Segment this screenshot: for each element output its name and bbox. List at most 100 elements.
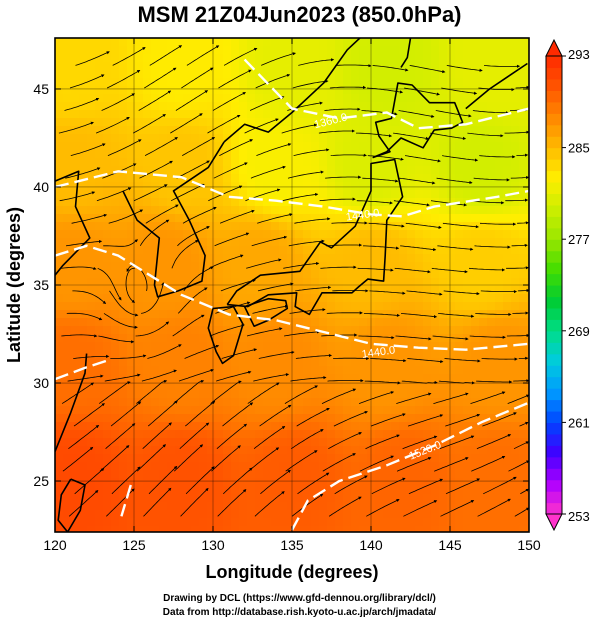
temperature-cell	[319, 342, 328, 351]
temperature-cell	[327, 246, 336, 255]
temperature-cell	[255, 350, 264, 359]
temperature-cell	[511, 94, 520, 103]
temperature-cell	[375, 78, 384, 87]
temperature-cell	[471, 430, 480, 439]
temperature-cell	[119, 494, 128, 503]
temperature-cell	[55, 126, 64, 135]
temperature-cell	[439, 110, 448, 119]
temperature-cell	[319, 430, 328, 439]
temperature-cell	[87, 510, 96, 519]
temperature-cell	[295, 302, 304, 311]
temperature-cell	[271, 54, 280, 63]
temperature-cell	[343, 502, 352, 511]
streamline	[408, 478, 444, 495]
temperature-cell	[455, 350, 464, 359]
temperature-cell	[135, 198, 144, 207]
temperature-cell	[135, 318, 144, 327]
temperature-cell	[111, 406, 120, 415]
temperature-cell	[415, 446, 424, 455]
temperature-cell	[151, 70, 160, 79]
temperature-cell	[239, 158, 248, 167]
temperature-cell	[359, 190, 368, 199]
temperature-cell	[527, 110, 529, 119]
temperature-cell	[415, 366, 424, 375]
temperature-cell	[495, 502, 504, 511]
temperature-cell	[103, 334, 112, 343]
temperature-cell	[207, 454, 216, 463]
temperature-cell	[431, 78, 440, 87]
temperature-cell	[111, 374, 120, 383]
temperature-cell	[327, 198, 336, 207]
temperature-cell	[311, 406, 320, 415]
temperature-cell	[127, 270, 136, 279]
temperature-cell	[423, 214, 432, 223]
temperature-cell	[351, 406, 360, 415]
temperature-cell	[359, 414, 368, 423]
temperature-cell	[199, 230, 208, 239]
temperature-cell	[439, 422, 448, 431]
temperature-cell	[247, 398, 256, 407]
temperature-cell	[215, 518, 224, 527]
temperature-cell	[55, 414, 64, 423]
temperature-cell	[359, 350, 368, 359]
temperature-cell	[479, 286, 488, 295]
temperature-cell	[511, 478, 520, 487]
temperature-cell	[311, 102, 320, 111]
streamline	[483, 64, 521, 68]
temperature-cell	[423, 334, 432, 343]
temperature-cell	[231, 78, 240, 87]
temperature-cell	[247, 230, 256, 239]
temperature-cell	[271, 478, 280, 487]
temperature-cell	[407, 246, 416, 255]
temperature-cell	[151, 214, 160, 223]
temperature-cell	[423, 398, 432, 407]
temperature-cell	[439, 126, 448, 135]
temperature-cell	[127, 198, 136, 207]
temperature-cell	[135, 326, 144, 335]
temperature-cell	[151, 518, 160, 527]
x-tick-label: 130	[201, 537, 225, 553]
temperature-cell	[223, 190, 232, 199]
temperature-cell	[223, 446, 232, 455]
temperature-cell	[487, 222, 496, 231]
temperature-cell	[215, 366, 224, 375]
temperature-cell	[135, 486, 144, 495]
temperature-cell	[343, 358, 352, 367]
temperature-cell	[159, 494, 168, 503]
temperature-cell	[231, 38, 240, 47]
temperature-cell	[295, 62, 304, 71]
temperature-cell	[335, 222, 344, 231]
temperature-cell	[399, 462, 408, 471]
temperature-cell	[127, 54, 136, 63]
temperature-cell	[183, 462, 192, 471]
temperature-cell	[151, 470, 160, 479]
temperature-cell	[103, 174, 112, 183]
temperature-cell	[359, 486, 368, 495]
temperature-cell	[143, 446, 152, 455]
temperature-cell	[447, 222, 456, 231]
temperature-cell	[439, 406, 448, 415]
temperature-cell	[487, 102, 496, 111]
temperature-cell	[431, 278, 440, 287]
temperature-cell	[359, 326, 368, 335]
streamline	[402, 435, 438, 450]
temperature-cell	[423, 174, 432, 183]
temperature-cell	[127, 166, 136, 175]
temperature-cell	[199, 78, 208, 87]
temperature-cell	[391, 318, 400, 327]
temperature-cell	[463, 438, 472, 447]
temperature-cell	[127, 254, 136, 263]
temperature-cell	[495, 174, 504, 183]
temperature-cell	[119, 326, 128, 335]
temperature-cell	[159, 502, 168, 511]
temperature-cell	[71, 278, 80, 287]
temperature-cell	[455, 150, 464, 159]
temperature-cell	[175, 422, 184, 431]
temperature-cell	[135, 270, 144, 279]
temperature-cell	[383, 142, 392, 151]
temperature-cell	[55, 142, 64, 151]
temperature-cell	[263, 166, 272, 175]
temperature-cell	[311, 438, 320, 447]
temperature-cell	[455, 246, 464, 255]
temperature-cell	[119, 134, 128, 143]
